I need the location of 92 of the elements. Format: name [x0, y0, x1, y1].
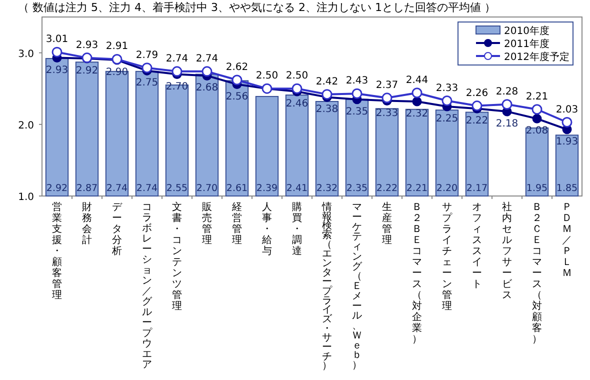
data-label: 2.92 — [46, 183, 68, 194]
point — [172, 66, 182, 77]
point — [142, 62, 152, 74]
data-label: 1.93 — [556, 136, 578, 148]
data-label: 2.91 — [106, 41, 128, 52]
y-tick-label: 2.0 — [18, 120, 34, 132]
point — [202, 66, 212, 77]
x-tick-label: コラボレーション／グループウエア — [142, 202, 152, 370]
legend-label: 2012年度予定 — [504, 51, 570, 63]
point — [502, 99, 512, 110]
data-label: 2.08 — [526, 126, 548, 137]
data-label: 2.28 — [496, 86, 518, 98]
data-label: 2.33 — [376, 108, 398, 119]
x-tick-label: 情報検索（エンタープライズ・サーチ） — [322, 202, 332, 372]
data-label: 2.21 — [526, 91, 548, 102]
data-label: 2.38 — [316, 104, 338, 116]
data-label: 2.55 — [166, 183, 188, 194]
data-label: 2.93 — [46, 64, 68, 76]
x-tick-label: 経営管理 — [232, 202, 242, 246]
data-label: 2.26 — [466, 88, 488, 99]
data-label: 2.68 — [196, 82, 218, 94]
point — [442, 96, 452, 106]
data-label: 2.74 — [166, 53, 188, 64]
x-tick-label: ＰＤＭ／ＰＬＭ — [562, 202, 572, 279]
data-label: 2.44 — [406, 74, 428, 86]
x-tick-label: 財務会計 — [82, 202, 92, 246]
x-tick-label: サプライチェーン管理 — [442, 202, 452, 312]
point — [472, 100, 482, 112]
point — [412, 88, 422, 98]
data-label: 2.32 — [406, 108, 428, 120]
point — [532, 104, 542, 115]
data-label: 2.62 — [226, 62, 248, 74]
x-tick-label: オフィススイート — [472, 202, 482, 290]
data-label: 2.46 — [286, 98, 308, 110]
point — [322, 89, 332, 100]
data-label: 2.87 — [76, 183, 98, 194]
data-label: 2.92 — [76, 66, 98, 77]
data-label: 2.20 — [436, 183, 458, 194]
data-label: 2.32 — [316, 183, 338, 194]
data-label: 2.42 — [316, 76, 338, 88]
data-label: 2.74 — [106, 183, 128, 194]
data-label: 2.79 — [136, 50, 158, 61]
data-label: 2.18 — [496, 118, 518, 130]
x-tick-label: 文書・コンテンツ管理 — [172, 202, 182, 312]
data-label: 2.17 — [466, 183, 488, 194]
data-label: 2.22 — [466, 116, 488, 127]
x-tick-label: 営業支援・顧客管理 — [52, 202, 62, 301]
data-label: 2.39 — [256, 183, 278, 194]
data-label: 2.75 — [136, 78, 158, 89]
x-tick-label: 販売管理 — [202, 202, 212, 246]
point — [412, 96, 422, 106]
data-label: 2.70 — [196, 183, 218, 194]
x-tick-label: 社内セルフサービス — [502, 202, 512, 301]
data-label: 2.03 — [556, 104, 578, 116]
chart-title: （ 数値は注力 5、注力 4、着手検討中 3、やや気になる 2、注力しない 1とした回答の平均値 ） — [18, 1, 496, 14]
data-label: 2.50 — [256, 70, 278, 82]
x-tick-label: マーケティング（Ｅメール、Ｗｅｂ） — [352, 202, 362, 372]
point — [292, 83, 302, 94]
data-label: 1.85 — [556, 183, 578, 194]
point — [232, 74, 242, 86]
data-label: 2.74 — [196, 53, 218, 64]
data-label: 2.35 — [346, 183, 368, 194]
x-tick-label: 人事・給与 — [262, 202, 272, 257]
legend-label: 2010年度 — [504, 25, 550, 37]
x-tick-label: 購買・調達 — [292, 202, 302, 257]
y-tick-label: 1.0 — [18, 192, 34, 203]
data-label: 2.50 — [286, 70, 308, 82]
data-label: 2.61 — [226, 183, 248, 194]
data-label: 3.01 — [46, 34, 68, 46]
data-label: 2.37 — [376, 80, 398, 91]
x-tick-label: Ｂ２ＣＥコマース（対顧客） — [532, 202, 542, 345]
data-label: 2.74 — [136, 183, 158, 194]
data-label: 2.35 — [346, 106, 368, 118]
data-label: 2.22 — [376, 183, 398, 194]
legend-label: 2011年度 — [504, 38, 550, 50]
data-label: 2.21 — [406, 183, 428, 194]
x-tick-label: Ｂ２ＢＥコマース（対企業） — [412, 202, 422, 345]
data-label: 2.41 — [286, 183, 308, 194]
x-tick-label: 生産管理 — [382, 202, 392, 246]
point — [382, 92, 392, 104]
data-label: 2.93 — [76, 40, 98, 51]
data-label: 2.56 — [226, 91, 248, 102]
point — [562, 117, 572, 128]
x-tick-label: データ分析 — [112, 202, 122, 257]
data-label: 2.33 — [436, 82, 458, 94]
point — [532, 114, 542, 124]
point — [352, 88, 362, 99]
data-label: 1.95 — [526, 183, 548, 194]
data-label: 2.25 — [436, 114, 458, 124]
data-label: 2.43 — [346, 76, 368, 87]
y-tick-label: 3.0 — [18, 48, 34, 60]
point — [52, 46, 62, 58]
